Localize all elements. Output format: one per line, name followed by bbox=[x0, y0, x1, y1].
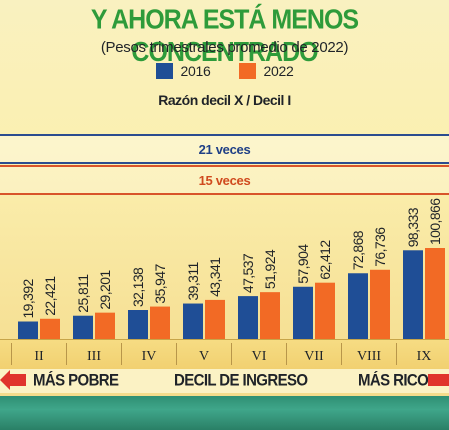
footer-label-poor: MÁS POBRE bbox=[33, 371, 119, 390]
legend: 2016 2022 bbox=[0, 63, 449, 79]
bar-2016-VIII bbox=[348, 273, 368, 339]
x-axis-strip bbox=[0, 339, 449, 370]
legend-item-2022: 2022 bbox=[238, 63, 294, 79]
data-label-2022-V: 43,341 bbox=[207, 257, 223, 297]
legend-label-2016: 2016 bbox=[180, 63, 211, 79]
bar-2022-II bbox=[40, 318, 60, 339]
bar-2022-VI bbox=[260, 292, 280, 339]
bar-2016-VI bbox=[238, 296, 258, 339]
legend-item-2016: 2016 bbox=[155, 63, 211, 79]
x-tick-VII: VII bbox=[304, 349, 324, 364]
ratio-band-2016: 21 veces bbox=[0, 134, 449, 164]
x-tick-V: V bbox=[199, 349, 209, 364]
data-label-2016-IX: 98,333 bbox=[405, 207, 421, 247]
bottom-decorative-strip bbox=[0, 396, 449, 430]
bar-2016-IX bbox=[403, 250, 423, 339]
x-tick-IV: IV bbox=[142, 349, 157, 364]
data-label-2022-III: 29,201 bbox=[97, 270, 113, 310]
right-arrow-icon bbox=[428, 374, 449, 386]
footer-label-decile: DECIL DE INGRESO bbox=[174, 371, 308, 390]
ratio-band-2016-label: 21 veces bbox=[198, 141, 251, 157]
ratio-title: Razón decil X / Decil I bbox=[158, 92, 291, 108]
legend-swatch-2016 bbox=[155, 63, 173, 79]
ratio-band-2022: 15 veces bbox=[0, 165, 449, 195]
x-tick-VI: VI bbox=[252, 349, 267, 364]
data-label-2022-VIII: 76,736 bbox=[372, 227, 388, 267]
x-tick-III: III bbox=[87, 349, 101, 364]
data-label-2022-II: 22,421 bbox=[42, 276, 58, 316]
chart-title: Y AHORA ESTÁ MENOS CONCENTRADO bbox=[90, 4, 359, 68]
legend-swatch-2022 bbox=[238, 63, 256, 79]
x-tick-II: II bbox=[34, 349, 44, 364]
ratio-band-2022-label: 15 veces bbox=[198, 172, 251, 188]
bar-2022-IV bbox=[150, 306, 170, 339]
data-label-2016-V: 39,311 bbox=[185, 262, 201, 301]
bar-2016-IV bbox=[128, 310, 148, 339]
footer-bar bbox=[0, 369, 449, 393]
data-label-2016-VI: 47,537 bbox=[240, 253, 256, 293]
data-label-2016-II: 19,392 bbox=[20, 278, 36, 318]
data-label-2016-IV: 32,138 bbox=[130, 267, 146, 307]
left-arrow-shaft bbox=[8, 374, 26, 386]
x-tick-VIII: VIII bbox=[357, 349, 381, 364]
left-arrow-icon bbox=[0, 370, 10, 390]
data-label-2022-IV: 35,947 bbox=[152, 264, 168, 304]
x-tick-IX: IX bbox=[417, 349, 432, 364]
data-label-2022-VII: 62,412 bbox=[317, 240, 333, 280]
footer-label-rich: MÁS RICO bbox=[358, 371, 429, 390]
data-label-2022-VI: 51,924 bbox=[262, 249, 278, 289]
bar-2016-II bbox=[18, 321, 38, 339]
bar-2022-VIII bbox=[370, 269, 390, 339]
chart-subtitle: (Pesos trimestrales promedio de 2022) bbox=[100, 39, 349, 56]
bar-2022-III bbox=[95, 312, 115, 339]
data-label-2022-IX: 100,866 bbox=[427, 198, 443, 245]
bar-2022-VII bbox=[315, 282, 335, 339]
data-label-2016-III: 25,811 bbox=[75, 274, 91, 313]
bar-2016-III bbox=[73, 315, 93, 339]
bar-2016-VII bbox=[293, 286, 313, 339]
data-label-2016-VII: 57,904 bbox=[295, 244, 311, 284]
bar-2016-V bbox=[183, 303, 203, 339]
bar-2022-V bbox=[205, 299, 225, 339]
legend-label-2022: 2022 bbox=[263, 63, 294, 79]
data-label-2016-VIII: 72,868 bbox=[350, 230, 366, 270]
bar-2022-IX bbox=[425, 248, 445, 339]
